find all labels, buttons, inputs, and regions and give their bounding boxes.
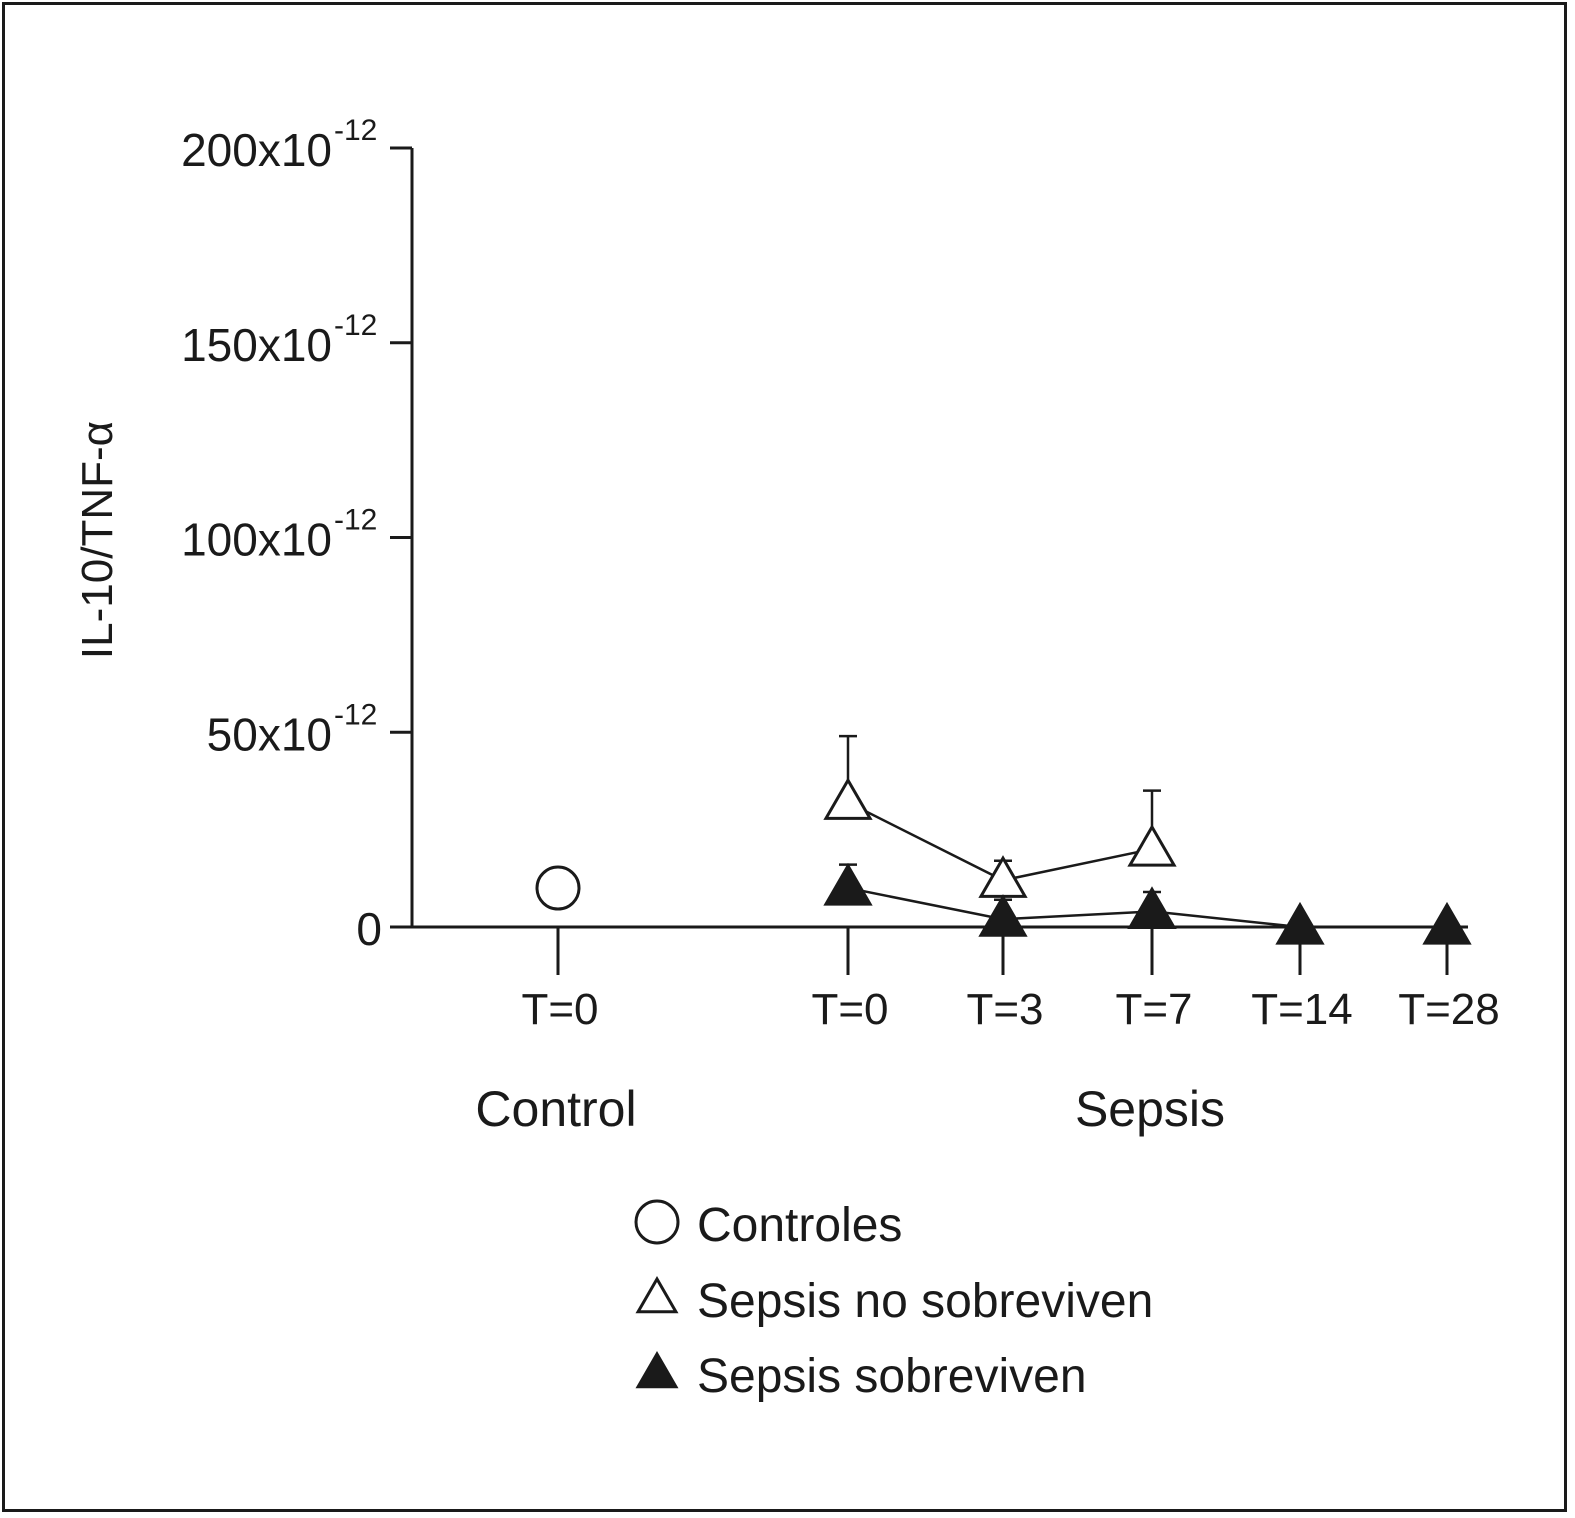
y-tick-label: 100x10 (181, 514, 332, 566)
y-tick-exponent: -12 (334, 698, 377, 731)
legend-label-controles: Controles (697, 1199, 902, 1252)
data-point-sepsis-no-sobreviven (1127, 823, 1177, 867)
y-axis-label: IL-10/TNF-α (73, 421, 122, 659)
data-point-sepsis-sobreviven (1275, 901, 1325, 945)
x-tick-label: T=7 (1115, 985, 1192, 1034)
x-tick-label: T=0 (811, 985, 888, 1034)
x-group-label: Sepsis (1075, 1081, 1225, 1137)
x-group-label: Control (475, 1081, 636, 1137)
data-point-sepsis-sobreviven (1127, 886, 1177, 929)
data-point-sepsis-sobreviven (1422, 901, 1472, 945)
y-tick-exponent: -12 (334, 114, 377, 147)
legend-marker-sepsis-no-sobreviven (635, 1276, 679, 1314)
x-tick-label: T=28 (1398, 985, 1500, 1034)
legend-marker-controles (634, 1199, 680, 1245)
y-tick-exponent: -12 (334, 309, 377, 342)
x-tick-label: T=3 (966, 985, 1043, 1034)
legend-marker-sepsis-sobreviven (635, 1351, 679, 1389)
data-point-controles (535, 865, 581, 911)
y-tick-exponent: -12 (334, 504, 377, 537)
x-tick-label: T=0 (521, 985, 598, 1034)
data-point-sepsis-sobreviven (823, 862, 873, 906)
y-tick-label: 150x10 (181, 319, 332, 371)
legend-label-sepsis-sobreviven: Sepsis sobreviven (697, 1350, 1087, 1403)
data-point-sepsis-sobreviven (978, 894, 1028, 937)
y-tick-label: 0 (356, 903, 382, 955)
y-tick-label: 50x10 (207, 708, 332, 760)
y-tick-label: 200x10 (181, 124, 332, 176)
data-point-sepsis-no-sobreviven (823, 777, 873, 820)
legend-label-sepsis-no-sobreviven: Sepsis no sobreviven (697, 1275, 1153, 1328)
x-tick-label: T=14 (1251, 985, 1353, 1034)
